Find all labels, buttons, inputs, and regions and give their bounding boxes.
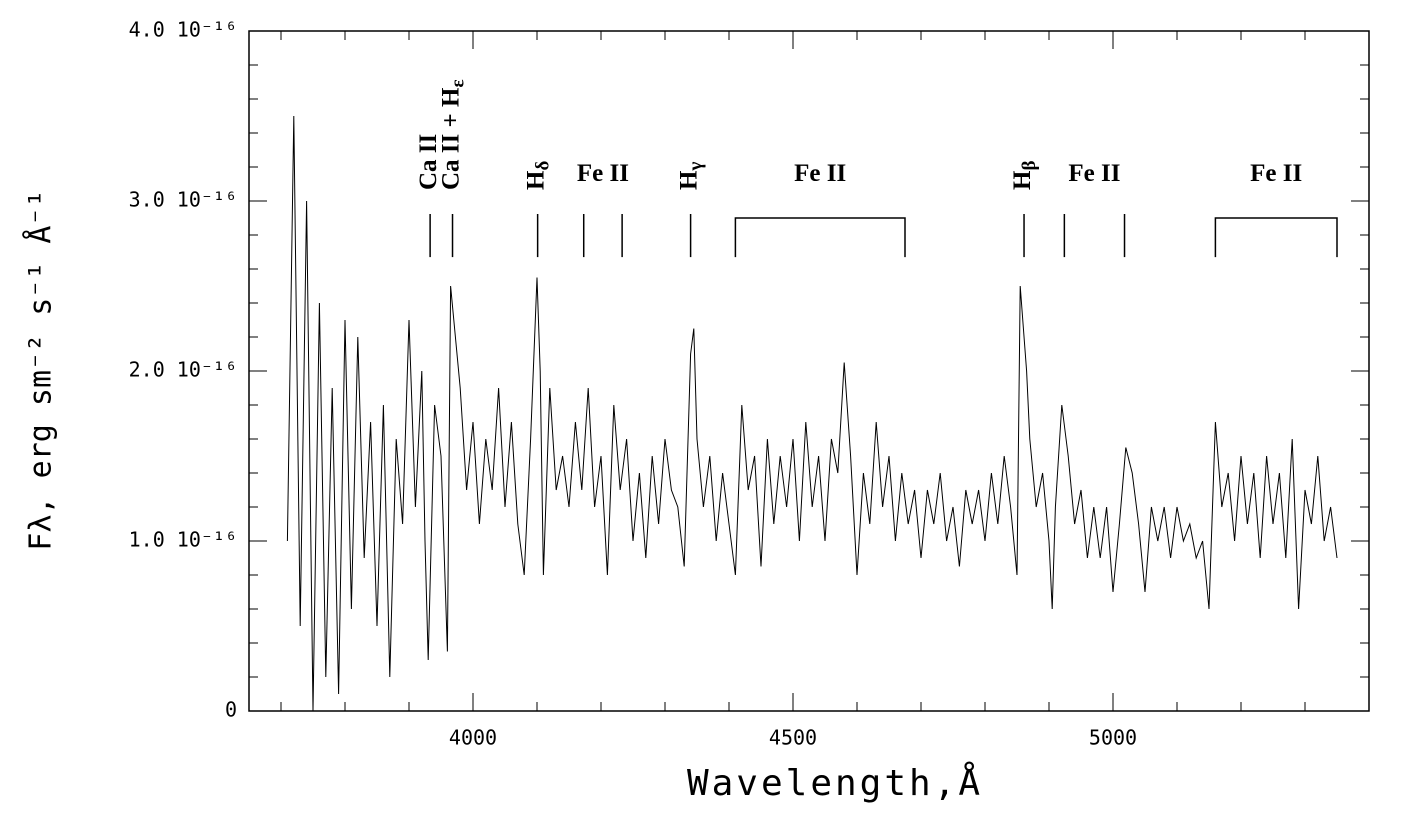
y-tick-label: 4.0 10⁻¹⁶ bbox=[129, 18, 237, 42]
annotation-text: Fe II bbox=[1250, 160, 1302, 187]
annotation-text: Fe II bbox=[577, 160, 629, 187]
annotation-text: H bbox=[1009, 170, 1036, 190]
annotation-text: Fe II bbox=[794, 160, 846, 187]
annotation-label: Hβ bbox=[1009, 161, 1041, 190]
annotation-label: Ca II + Hε bbox=[437, 79, 469, 190]
annotation-text: Fe II bbox=[1068, 160, 1120, 187]
y-tick-label: 3.0 10⁻¹⁶ bbox=[129, 188, 237, 212]
x-tick-label: 5000 bbox=[1089, 726, 1137, 750]
annotation-label: Hδ bbox=[522, 161, 554, 190]
annotation-label: Fe II bbox=[1250, 160, 1302, 187]
y-tick-label: 0 bbox=[225, 698, 237, 722]
annotation-label: Fe II bbox=[577, 160, 629, 187]
annotation-label: Hγ bbox=[675, 162, 707, 190]
annotation-subscript: ε bbox=[448, 79, 469, 87]
spectrum-line bbox=[286, 115, 1338, 712]
x-tick-label: 4000 bbox=[449, 726, 497, 750]
annotation-text: H bbox=[522, 170, 549, 190]
annotation-subscript: δ bbox=[533, 161, 554, 171]
annotation-text: H bbox=[675, 170, 702, 190]
y-axis-label: Fλ, erg sm⁻² s⁻¹ Å⁻¹ bbox=[23, 189, 59, 550]
annotation-text: Ca II bbox=[415, 134, 442, 190]
annotation-bracket bbox=[734, 217, 906, 258]
annotation-bracket bbox=[1214, 217, 1338, 258]
plot-frame bbox=[248, 30, 1370, 712]
y-tick-label: 2.0 10⁻¹⁶ bbox=[129, 358, 237, 382]
annotation-label: Fe II bbox=[1068, 160, 1120, 187]
annotation-text: Ca II + H bbox=[437, 87, 464, 190]
annotation-label: Ca II bbox=[415, 134, 442, 190]
x-tick-label: 4500 bbox=[769, 726, 817, 750]
annotation-label: Fe II bbox=[794, 160, 846, 187]
x-axis-label: Wavelength,Å bbox=[687, 761, 983, 804]
annotation-subscript: γ bbox=[686, 162, 707, 172]
y-tick-label: 1.0 10⁻¹⁶ bbox=[129, 528, 237, 552]
annotation-subscript: β bbox=[1019, 161, 1040, 171]
